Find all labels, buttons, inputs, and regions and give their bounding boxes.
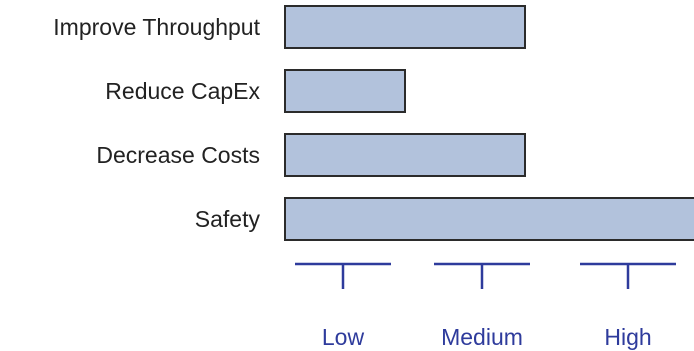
category-label: Improve Throughput xyxy=(53,14,260,40)
scale-labels: Low Medium High xyxy=(322,324,652,350)
bar-improve-throughput xyxy=(284,5,526,49)
scale-label-high: High xyxy=(604,324,651,350)
category-label: Safety xyxy=(195,206,261,232)
category-label: Reduce CapEx xyxy=(105,78,260,104)
bar-reduce-capex xyxy=(284,69,406,113)
scale-axis xyxy=(295,262,676,289)
scale-label-medium: Medium xyxy=(441,324,523,350)
scale-label-low: Low xyxy=(322,324,365,350)
bar-decrease-costs xyxy=(284,133,526,177)
category-label: Decrease Costs xyxy=(96,142,260,168)
category-labels: Improve Throughput Reduce CapEx Decrease C… xyxy=(53,14,260,232)
bars xyxy=(284,5,694,241)
bar-safety xyxy=(284,197,694,241)
